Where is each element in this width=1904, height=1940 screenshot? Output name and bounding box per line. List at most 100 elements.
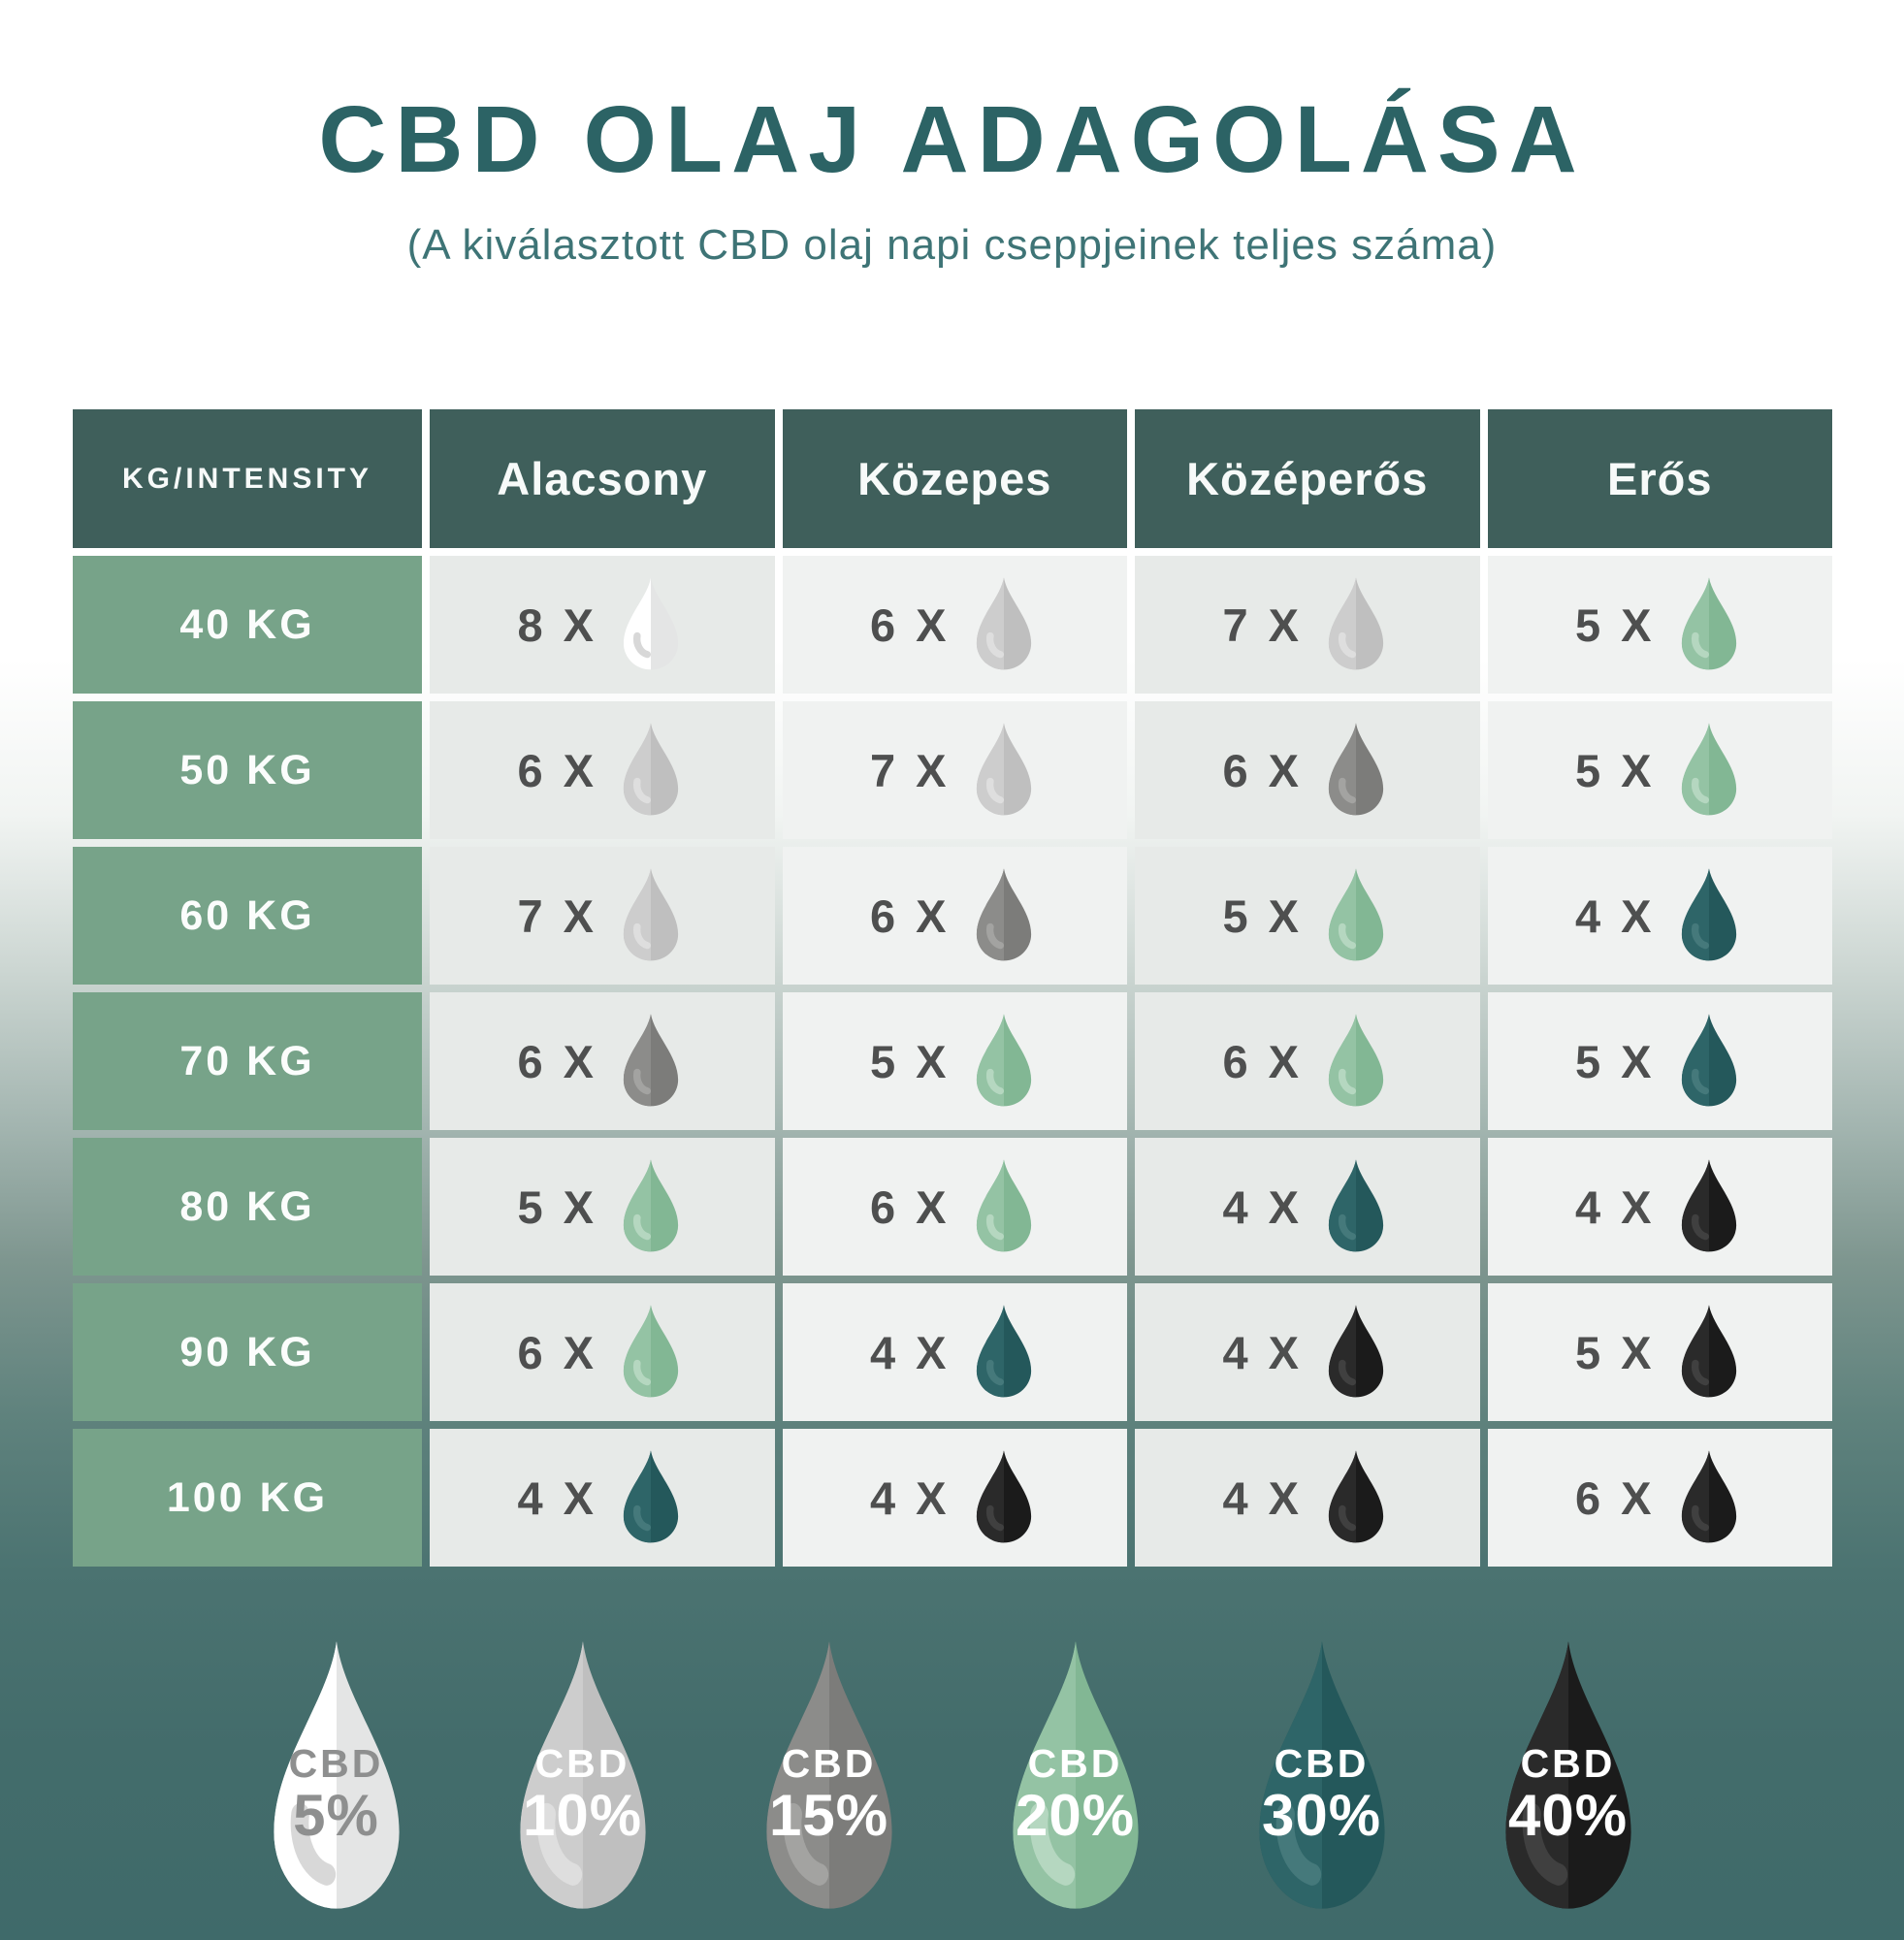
cbd-drop-icon xyxy=(1258,1641,1385,1909)
table-cell: 6 X xyxy=(1135,701,1480,839)
table-cell: 6 X xyxy=(782,1138,1127,1276)
cbd-drop-icon xyxy=(623,1159,679,1252)
cbd-drop-icon xyxy=(976,1159,1031,1252)
dose-count: 6 X xyxy=(1222,1035,1304,1087)
cbd-drop-icon xyxy=(273,1641,400,1909)
table-cell: 4 X xyxy=(1135,1429,1480,1567)
cbd-drop-icon xyxy=(519,1641,646,1909)
cbd-drop-icon xyxy=(623,1305,679,1398)
cbd-drop-icon xyxy=(1328,1305,1384,1398)
cbd-drop-icon xyxy=(623,1014,679,1107)
table-cell: 6 X xyxy=(430,992,775,1130)
cbd-drop-icon xyxy=(1328,1450,1384,1543)
legend-cbd-text: CBD xyxy=(534,1741,630,1786)
legend-cbd-text: CBD xyxy=(1274,1741,1370,1786)
legend-cbd-text: CBD xyxy=(781,1741,877,1786)
table-cell: 7 X xyxy=(782,701,1127,839)
legend-percent-text: 30% xyxy=(1261,1783,1382,1849)
legend-label: CBD 5% xyxy=(254,1742,419,1848)
cbd-drop-icon xyxy=(976,868,1031,961)
legend-item-cbd-15: CBD 15% xyxy=(747,1637,912,1919)
table-cell: 4 X xyxy=(1135,1138,1480,1276)
dose-count: 6 X xyxy=(517,744,598,796)
cbd-drop-icon xyxy=(623,868,679,961)
cbd-drop-icon xyxy=(1328,723,1384,816)
col-header-kozeperos: Középerős xyxy=(1135,409,1480,548)
dose-count: 5 X xyxy=(1222,889,1304,942)
page-title: CBD OLAJ ADAGOLÁSA xyxy=(318,86,1586,192)
table-cell: 5 X xyxy=(430,1138,775,1276)
col-header-kozepes: Közepes xyxy=(782,409,1127,548)
table-cell: 7 X xyxy=(1135,556,1480,694)
table-cell: 6 X xyxy=(1487,1429,1832,1567)
table-cell: 6 X xyxy=(1135,992,1480,1130)
dose-count: 4 X xyxy=(1222,1326,1304,1378)
legend-item-cbd-20: CBD 20% xyxy=(993,1637,1158,1919)
cbd-drop-icon xyxy=(1681,577,1736,670)
table-cell: 5 X xyxy=(782,992,1127,1130)
cbd-drop-icon xyxy=(623,1450,679,1543)
dose-count: 6 X xyxy=(517,1326,598,1378)
table-cell: 5 X xyxy=(1135,847,1480,985)
table-cell: 7 X xyxy=(430,847,775,985)
cbd-drop-icon xyxy=(976,1014,1031,1107)
table-cell: 5 X xyxy=(1487,992,1832,1130)
cbd-drop-icon xyxy=(623,577,679,670)
heading: CBD OLAJ ADAGOLÁSA (A kiválasztott CBD o… xyxy=(0,0,1904,270)
legend-label: CBD 15% xyxy=(747,1742,912,1848)
dose-count: 8 X xyxy=(517,598,598,651)
table-cell: 4 X xyxy=(1135,1283,1480,1421)
table-cell: 6 X xyxy=(782,847,1127,985)
dose-count: 5 X xyxy=(1574,744,1656,796)
table-cell: 5 X xyxy=(1487,556,1832,694)
cbd-strength-legend: CBD 5% CBD 10% CBD 15% CBD 20% xyxy=(0,1637,1904,1919)
cbd-drop-icon xyxy=(976,723,1031,816)
dose-count: 4 X xyxy=(517,1471,598,1524)
legend-percent-text: 15% xyxy=(768,1783,889,1849)
cbd-drop-icon xyxy=(1504,1641,1631,1909)
dose-count: 4 X xyxy=(1222,1471,1304,1524)
dose-count: 5 X xyxy=(869,1035,951,1087)
legend-label: CBD 10% xyxy=(500,1742,665,1848)
dose-count: 4 X xyxy=(1222,1180,1304,1233)
dose-count: 7 X xyxy=(869,744,951,796)
cbd-drop-icon xyxy=(1681,723,1736,816)
cbd-drop-icon xyxy=(1681,1305,1736,1398)
row-label-40kg: 40 KG xyxy=(73,556,422,694)
cbd-drop-icon xyxy=(623,723,679,816)
cbd-drop-icon xyxy=(1328,1014,1384,1107)
dose-count: 4 X xyxy=(869,1471,951,1524)
legend-percent-text: 5% xyxy=(293,1783,379,1849)
cbd-drop-icon xyxy=(765,1641,892,1909)
dose-count: 6 X xyxy=(869,598,951,651)
row-label-90kg: 90 KG xyxy=(73,1283,422,1421)
legend-cbd-text: CBD xyxy=(1027,1741,1123,1786)
table-cell: 6 X xyxy=(430,1283,775,1421)
dose-count: 6 X xyxy=(869,889,951,942)
cbd-drop-icon xyxy=(1328,868,1384,961)
col-header-alacsony: Alacsony xyxy=(430,409,775,548)
dose-count: 5 X xyxy=(1574,598,1656,651)
legend-label: CBD 20% xyxy=(993,1742,1158,1848)
table-cell: 4 X xyxy=(782,1429,1127,1567)
legend-percent-text: 10% xyxy=(522,1783,643,1849)
table-cell: 4 X xyxy=(782,1283,1127,1421)
table-cell: 6 X xyxy=(782,556,1127,694)
cbd-drop-icon xyxy=(1681,1159,1736,1252)
cbd-drop-icon xyxy=(1681,1450,1736,1543)
legend-cbd-text: CBD xyxy=(288,1741,384,1786)
cbd-drop-icon xyxy=(976,577,1031,670)
cbd-drop-icon xyxy=(976,1305,1031,1398)
dose-count: 6 X xyxy=(1222,744,1304,796)
legend-item-cbd-40: CBD 40% xyxy=(1486,1637,1651,1919)
row-label-80kg: 80 KG xyxy=(73,1138,422,1276)
dosage-table: KG/INTENSITY Alacsony Közepes Középerős … xyxy=(73,409,1832,1567)
dose-count: 6 X xyxy=(1574,1471,1656,1524)
cbd-drop-icon xyxy=(1328,1159,1384,1252)
table-cell: 4 X xyxy=(1487,1138,1832,1276)
legend-cbd-text: CBD xyxy=(1520,1741,1616,1786)
col-header-kg-intensity: KG/INTENSITY xyxy=(73,409,422,548)
row-label-50kg: 50 KG xyxy=(73,701,422,839)
dose-count: 5 X xyxy=(1574,1035,1656,1087)
